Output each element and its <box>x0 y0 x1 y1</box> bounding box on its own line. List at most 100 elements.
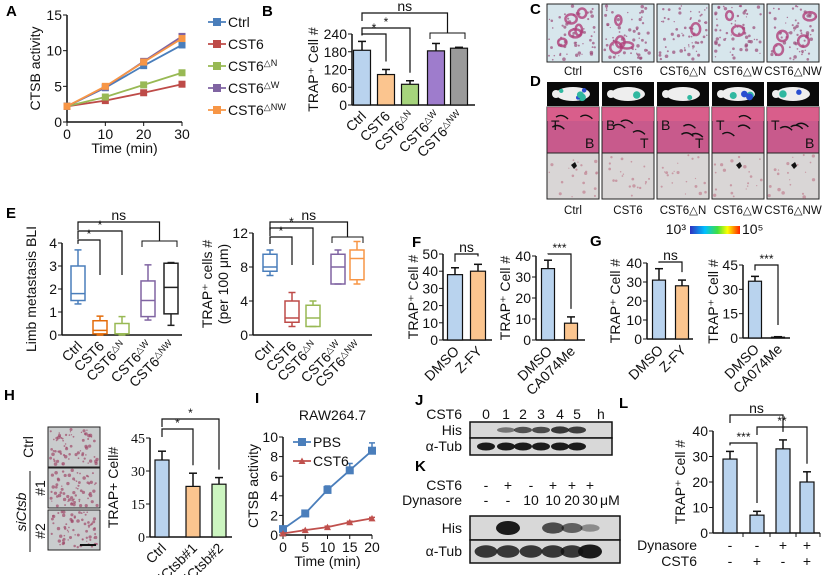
cell-dot <box>666 50 669 53</box>
box <box>349 249 365 281</box>
legend-marker <box>213 106 221 114</box>
blot-band <box>561 523 583 533</box>
cell-dot <box>786 16 789 19</box>
condition-row-label: CST6 <box>661 553 697 569</box>
c-image-label: CST6 <box>613 66 642 78</box>
tumor-boundary <box>721 131 735 137</box>
cell-dot <box>732 195 735 198</box>
legend-label: CST6 <box>228 36 264 52</box>
he-annotation: T <box>716 117 725 133</box>
cell-dot <box>50 517 54 521</box>
cell-dot <box>61 470 65 473</box>
cell-dot <box>66 529 69 532</box>
cell-dot <box>792 156 794 159</box>
cell-dot <box>94 483 96 486</box>
j-lane-label: 0 <box>482 406 490 422</box>
cell-dot <box>582 190 586 194</box>
y-tick-label: 30 <box>131 465 145 480</box>
cell-dot <box>777 169 780 171</box>
cell-dot <box>680 5 683 7</box>
cell-dot <box>794 5 798 8</box>
cell-dot <box>54 471 58 475</box>
d-ihc-image <box>656 152 710 200</box>
cell-dot <box>566 53 568 56</box>
image-frame <box>601 152 655 200</box>
cell-dot <box>660 185 663 188</box>
cell-dot <box>811 154 815 158</box>
cell-dot <box>644 182 647 185</box>
condition-value: + <box>803 537 811 553</box>
k-lane-value: 30 <box>582 492 598 508</box>
y-tick-label: 30 <box>626 274 642 290</box>
cell-dot <box>610 156 613 159</box>
d-ihc-image <box>546 152 600 200</box>
cell-dot <box>725 31 729 35</box>
data-point <box>301 526 309 534</box>
y-axis-label: TRAP⁺ Cell # <box>607 259 623 344</box>
tumor-boundary <box>790 124 804 130</box>
cell-dot <box>637 53 641 57</box>
cell-dot <box>801 53 803 56</box>
cell-dot <box>84 513 87 516</box>
blot-band <box>474 545 498 558</box>
cell-dot <box>694 184 698 188</box>
bli-signal <box>779 90 787 98</box>
cell-dot <box>714 11 718 15</box>
y-tick-label: 0 <box>730 330 738 346</box>
cell-dot <box>676 170 680 175</box>
cell-dot <box>570 4 575 8</box>
cell-dot <box>92 527 96 531</box>
k-lane-value: + <box>549 477 557 493</box>
cell-dot <box>660 20 663 23</box>
cell-dot <box>66 481 70 486</box>
cell-dot <box>789 179 791 181</box>
he-annotation: B <box>585 135 594 151</box>
cell-dot <box>802 195 806 199</box>
cell-dot <box>753 38 756 41</box>
h-label-rep1: #1 <box>32 480 48 496</box>
cell-dot <box>575 41 578 44</box>
blot-band <box>542 522 564 534</box>
d-ihc-image <box>766 152 820 200</box>
k-lane-value: + <box>586 477 594 493</box>
cell-dot <box>688 35 691 38</box>
cell-dot <box>81 518 84 522</box>
cell-dot <box>745 188 747 190</box>
cell-dot <box>88 535 92 539</box>
bar <box>449 47 469 106</box>
cell-dot <box>92 439 96 443</box>
cell-dot <box>723 6 728 11</box>
cell-dot <box>781 191 785 195</box>
bar <box>540 268 556 341</box>
y-tick-label: 10 <box>422 315 438 331</box>
cell-dot <box>63 534 66 537</box>
cell-dot <box>702 35 706 39</box>
cell-dot <box>744 9 748 12</box>
cell-dot <box>612 36 614 39</box>
cell-dot <box>591 46 594 49</box>
cell-dot <box>785 22 787 24</box>
cell-dot <box>51 452 55 457</box>
y-tick-label: 0 <box>270 527 278 543</box>
cell-dot <box>72 502 76 507</box>
cell-dot <box>631 18 633 21</box>
bar <box>674 285 690 340</box>
colorbar-min-label: 10³ <box>666 221 687 237</box>
cell-dot <box>559 52 562 55</box>
y-tick-label: 0 <box>138 531 145 546</box>
cell-dot <box>55 483 59 487</box>
cell-dot <box>64 504 67 507</box>
cell-dot <box>773 17 777 21</box>
cell-dot <box>53 462 58 466</box>
cell-dot <box>72 435 75 438</box>
cell-dot <box>644 6 648 10</box>
significance-label: ns <box>111 207 126 223</box>
cell-dot <box>74 494 77 497</box>
cell-dot <box>81 438 85 442</box>
cell-dot <box>620 157 624 161</box>
blot-band <box>532 442 550 451</box>
y-tick-label: 45 <box>722 257 738 273</box>
cell-dot <box>671 182 674 184</box>
y-tick-label: 45 <box>131 432 145 447</box>
cell-dot <box>643 165 646 168</box>
